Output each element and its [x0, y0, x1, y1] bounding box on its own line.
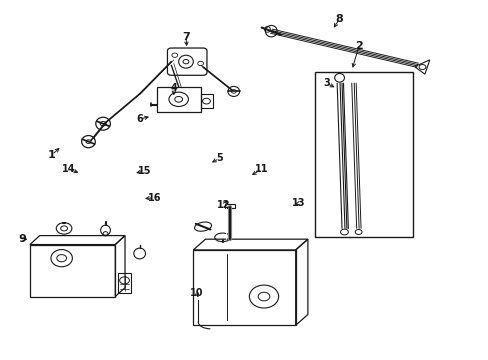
Bar: [224, 204, 234, 208]
Text: 2: 2: [354, 41, 362, 50]
Text: 6: 6: [136, 114, 143, 124]
Bar: [118, 273, 131, 293]
Text: 9: 9: [19, 234, 26, 244]
Text: 8: 8: [335, 14, 343, 24]
Text: 5: 5: [215, 153, 222, 163]
Text: 11: 11: [254, 164, 268, 174]
Text: 13: 13: [292, 198, 305, 208]
Text: 16: 16: [147, 193, 161, 203]
Text: 14: 14: [62, 164, 76, 174]
Text: 15: 15: [138, 166, 151, 176]
Text: 1: 1: [48, 150, 56, 160]
Text: 4: 4: [170, 83, 177, 93]
Bar: [315, 72, 412, 237]
Bar: [157, 87, 200, 112]
Bar: [30, 244, 115, 297]
Text: 7: 7: [182, 32, 189, 41]
Text: 3: 3: [323, 78, 329, 88]
Text: 10: 10: [189, 288, 203, 298]
Bar: [193, 250, 295, 325]
Text: 12: 12: [217, 200, 230, 210]
Bar: [200, 94, 212, 108]
